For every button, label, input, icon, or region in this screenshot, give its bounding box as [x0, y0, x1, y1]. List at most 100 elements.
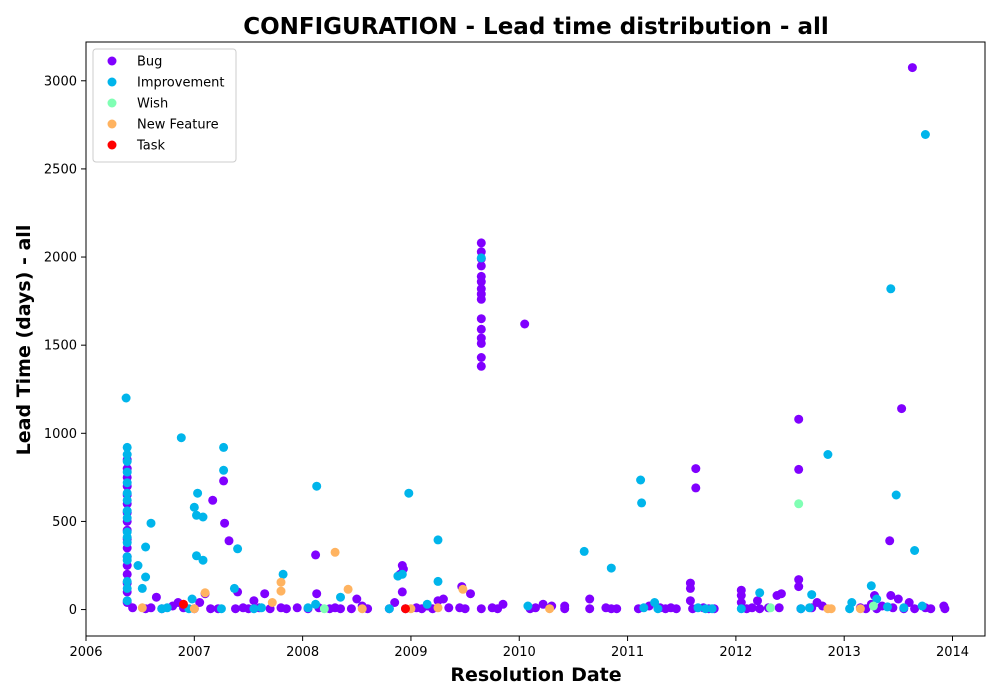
data-point-bug [476, 333, 486, 343]
data-point-new-feature [276, 586, 286, 596]
data-point-improvement [122, 488, 132, 498]
data-point-improvement [397, 569, 407, 579]
data-point-bug [220, 518, 230, 528]
data-point-improvement [693, 603, 703, 613]
data-point-new-feature [330, 547, 340, 557]
legend-marker [107, 98, 117, 108]
data-point-improvement [122, 450, 132, 459]
data-point-improvement [122, 457, 132, 466]
data-point-improvement [122, 442, 132, 452]
data-point-bug [476, 353, 486, 362]
data-point-improvement [162, 603, 172, 613]
data-point-bug [794, 414, 804, 424]
data-point-bug [747, 603, 757, 613]
data-point-bug [886, 591, 896, 600]
data-point-bug [466, 589, 475, 599]
data-point-bug [260, 589, 270, 599]
data-point-bug [893, 594, 903, 604]
data-point-improvement [639, 603, 649, 613]
y-axis-ticks: 0 500 1000 1500 2000 2500 3000 [44, 74, 86, 618]
data-point-new-feature [267, 598, 277, 607]
legend: Bug Improvement Wish New Feature Task [92, 48, 237, 163]
data-point-bug [926, 604, 936, 614]
data-point-improvement [219, 465, 229, 475]
data-point-improvement [278, 569, 288, 579]
y-tick-label: 500 [52, 515, 77, 530]
data-point-improvement [249, 604, 259, 614]
data-point-improvement [805, 603, 814, 613]
data-point-improvement [122, 506, 132, 516]
data-point-bug [520, 319, 530, 329]
data-point-bug [794, 575, 804, 585]
data-point-improvement [312, 481, 322, 491]
data-point-bug [753, 596, 762, 606]
data-point-bug [281, 604, 291, 614]
data-point-improvement [384, 604, 394, 614]
data-point-bug [794, 464, 804, 474]
data-point-bug [336, 604, 345, 614]
data-point-bug [538, 599, 548, 609]
legend-label: Wish [137, 97, 168, 112]
data-point-bug [146, 603, 156, 613]
data-point-bug [774, 603, 784, 613]
data-point-improvement [579, 546, 589, 556]
data-point-improvement [141, 572, 151, 582]
data-point-bug [585, 594, 595, 604]
data-point-new-feature [200, 588, 210, 598]
data-point-improvement [198, 555, 208, 565]
data-point-bug [219, 476, 229, 486]
data-point-improvement [122, 596, 132, 606]
chart-title: CONFIGURATION - Lead time distribution -… [243, 14, 829, 40]
data-point-bug [249, 596, 259, 606]
x-tick-label: 2011 [611, 645, 644, 660]
legend-label: Task [136, 139, 166, 154]
data-point-bug [206, 604, 216, 614]
x-tick-label: 2006 [69, 645, 102, 660]
data-point-bug [585, 604, 595, 614]
data-point-improvement [311, 599, 321, 609]
data-point-improvement [219, 442, 229, 452]
data-point-wish [766, 603, 775, 613]
data-point-improvement [146, 518, 156, 528]
data-point-improvement [233, 544, 243, 554]
data-point-bug [531, 603, 540, 613]
x-tick-label: 2010 [503, 645, 536, 660]
data-point-bug [685, 596, 695, 606]
data-point-bug [794, 582, 804, 592]
data-point-bug [560, 601, 570, 611]
data-point-new-feature [545, 604, 555, 614]
data-point-improvement [257, 603, 266, 613]
legend-box [92, 48, 237, 163]
data-point-improvement [707, 604, 717, 614]
data-point-new-feature [137, 603, 147, 613]
data-point-bug [671, 604, 681, 614]
data-point-bug [438, 594, 448, 604]
data-point-improvement [192, 551, 201, 561]
data-point-bug [311, 550, 321, 560]
data-point-bug [476, 261, 486, 271]
data-point-bug [195, 598, 205, 607]
data-point-wish [319, 604, 329, 614]
data-point-improvement [122, 467, 132, 477]
data-point-improvement [636, 475, 646, 485]
data-point-bug [128, 603, 138, 613]
data-point-improvement [137, 583, 147, 593]
data-point-new-feature [276, 577, 286, 587]
x-tick-label: 2008 [286, 645, 319, 660]
data-point-bug [208, 495, 218, 505]
data-point-improvement [736, 604, 746, 614]
y-tick-label: 2500 [44, 162, 77, 177]
data-point-improvement [189, 502, 199, 512]
data-point-bug [231, 604, 240, 614]
x-axis-label: Resolution Date [450, 664, 621, 686]
data-point-new-feature [826, 604, 836, 614]
x-axis-ticks: 2006 2007 2008 2009 2010 2011 2012 2013 2014 [69, 636, 969, 660]
data-point-bug [476, 271, 486, 281]
data-point-improvement [637, 498, 647, 508]
data-points [121, 63, 950, 614]
data-point-improvement [433, 535, 443, 545]
data-point-improvement [122, 576, 132, 586]
data-point-improvement [755, 588, 765, 598]
x-tick-label: 2007 [178, 645, 211, 660]
